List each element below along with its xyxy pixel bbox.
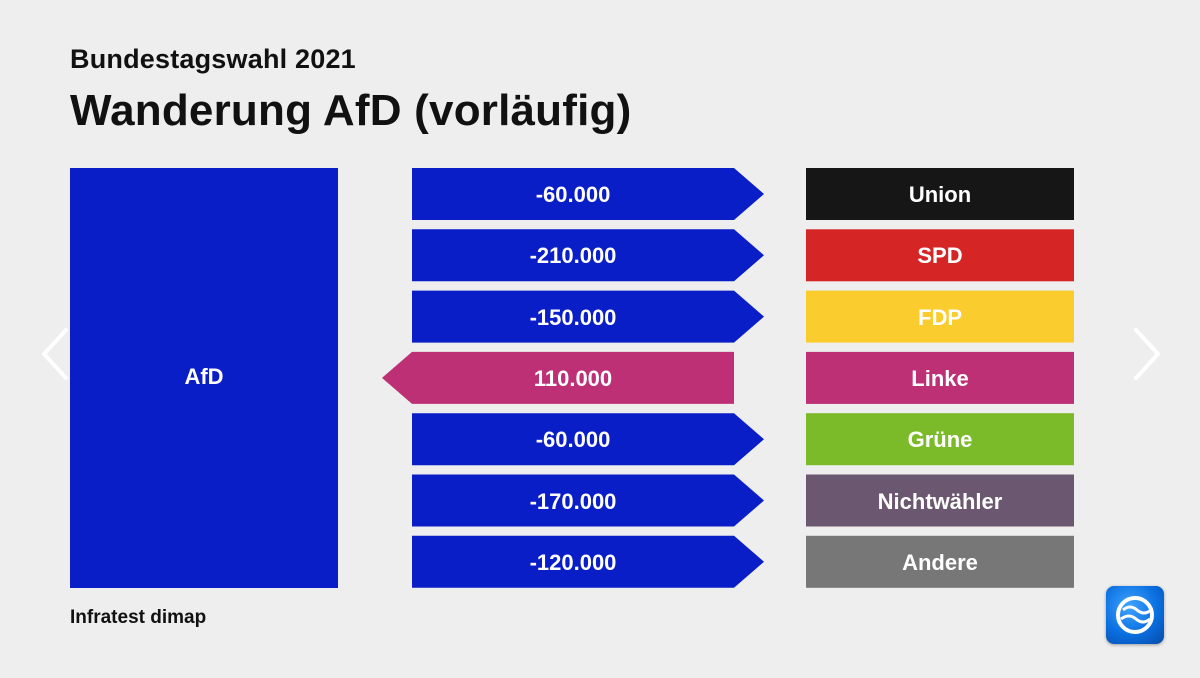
flow-value-label: -60.000 xyxy=(535,427,611,453)
party-label: Linke xyxy=(911,365,969,391)
chevron-left-icon[interactable] xyxy=(36,324,76,384)
flow-value-label: -150.000 xyxy=(529,304,617,330)
flow-arrow xyxy=(412,229,764,282)
party-label: Union xyxy=(908,182,972,207)
chart-supertitle: Bundestagswahl 2021 xyxy=(70,44,356,74)
party-box xyxy=(806,474,1074,527)
chart-title: Wanderung AfD (vorläufig) xyxy=(70,86,632,135)
flow-arrow xyxy=(412,168,764,220)
flow-value-label: -170.000 xyxy=(529,488,617,514)
main-party-label: AfD xyxy=(184,364,224,389)
party-label: SPD xyxy=(917,243,963,269)
flow-value-label: -60.000 xyxy=(535,182,611,207)
flow-arrow xyxy=(412,535,764,588)
party-box xyxy=(806,168,1074,220)
party-box xyxy=(806,351,1074,404)
flow-value-label: -120.000 xyxy=(529,549,617,575)
flow-arrow xyxy=(412,413,764,466)
flow-arrow xyxy=(412,474,764,527)
chevron-right-icon[interactable] xyxy=(1126,324,1166,384)
flow-value-label: -210.000 xyxy=(529,243,617,269)
party-box xyxy=(806,290,1074,343)
party-label: Andere xyxy=(902,549,978,575)
party-label: Grüne xyxy=(907,427,973,453)
flow-arrow xyxy=(412,290,764,343)
party-label: FDP xyxy=(918,304,962,330)
flow-arrow xyxy=(382,351,734,404)
flow-value-label: 110.000 xyxy=(533,365,613,391)
main-party-box xyxy=(70,168,338,588)
party-label: Nichtwähler xyxy=(877,488,1003,514)
party-box xyxy=(806,413,1074,466)
party-box xyxy=(806,535,1074,588)
ard-tagesschau-logo-icon xyxy=(1106,586,1164,644)
source-label: Infratest dimap xyxy=(70,607,207,628)
party-box xyxy=(806,229,1074,282)
